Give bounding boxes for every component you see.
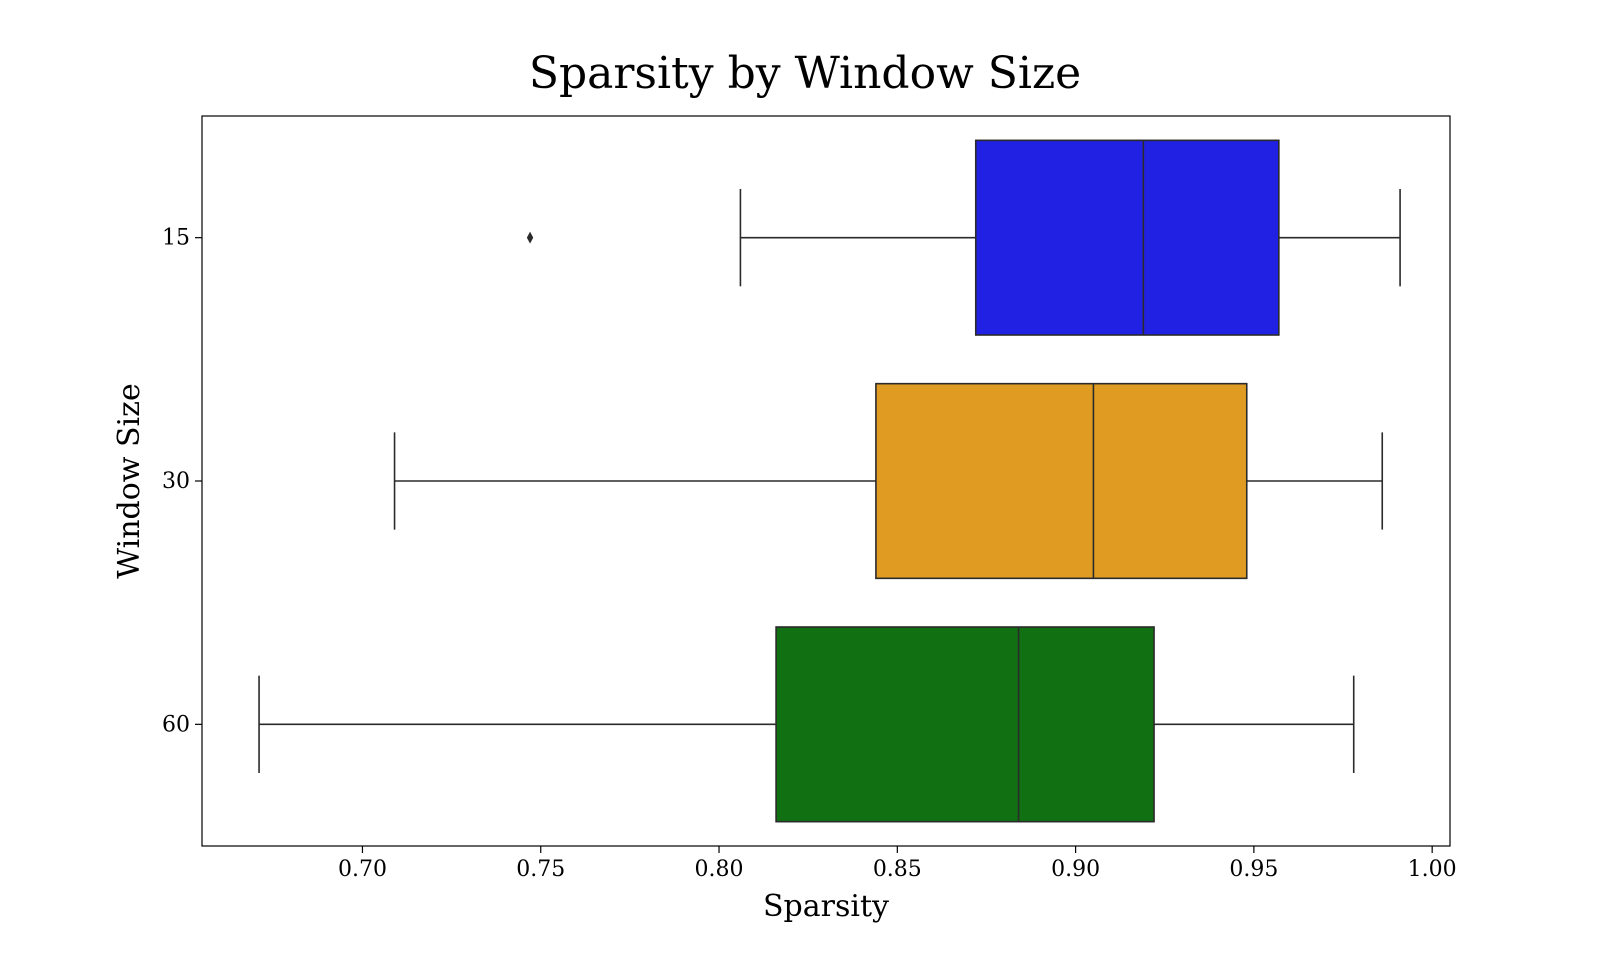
y-tick-label: 60 <box>162 712 190 737</box>
x-tick-label: 0.90 <box>1051 857 1100 882</box>
x-tick-label: 1.00 <box>1408 857 1457 882</box>
outlier-marker <box>526 231 534 244</box>
x-axis-label: Sparsity <box>763 889 889 924</box>
box-group-30 <box>393 382 1384 580</box>
x-tick-label: 0.75 <box>516 857 565 882</box>
iqr-box <box>974 139 1280 336</box>
x-tick-label: 0.95 <box>1229 857 1278 882</box>
y-axis-label: Window Size <box>112 383 147 578</box>
y-tick-label: 30 <box>162 469 190 494</box>
box-group-60 <box>258 626 1355 823</box>
y-tick-label: 15 <box>162 226 190 251</box>
boxes-layer <box>258 139 1401 823</box>
box-group-15 <box>526 139 1401 336</box>
x-tick-label: 0.85 <box>873 857 922 882</box>
x-tick-label: 0.70 <box>338 857 387 882</box>
iqr-box <box>775 626 1155 823</box>
chart-title: Sparsity by Window Size <box>529 48 1081 99</box>
x-tick-label: 0.80 <box>695 857 744 882</box>
axis-ticks-layer: 15 30 60 0.70 0.75 0.80 0.85 0.90 0.95 1.00 <box>162 226 1457 882</box>
iqr-box <box>875 382 1248 580</box>
